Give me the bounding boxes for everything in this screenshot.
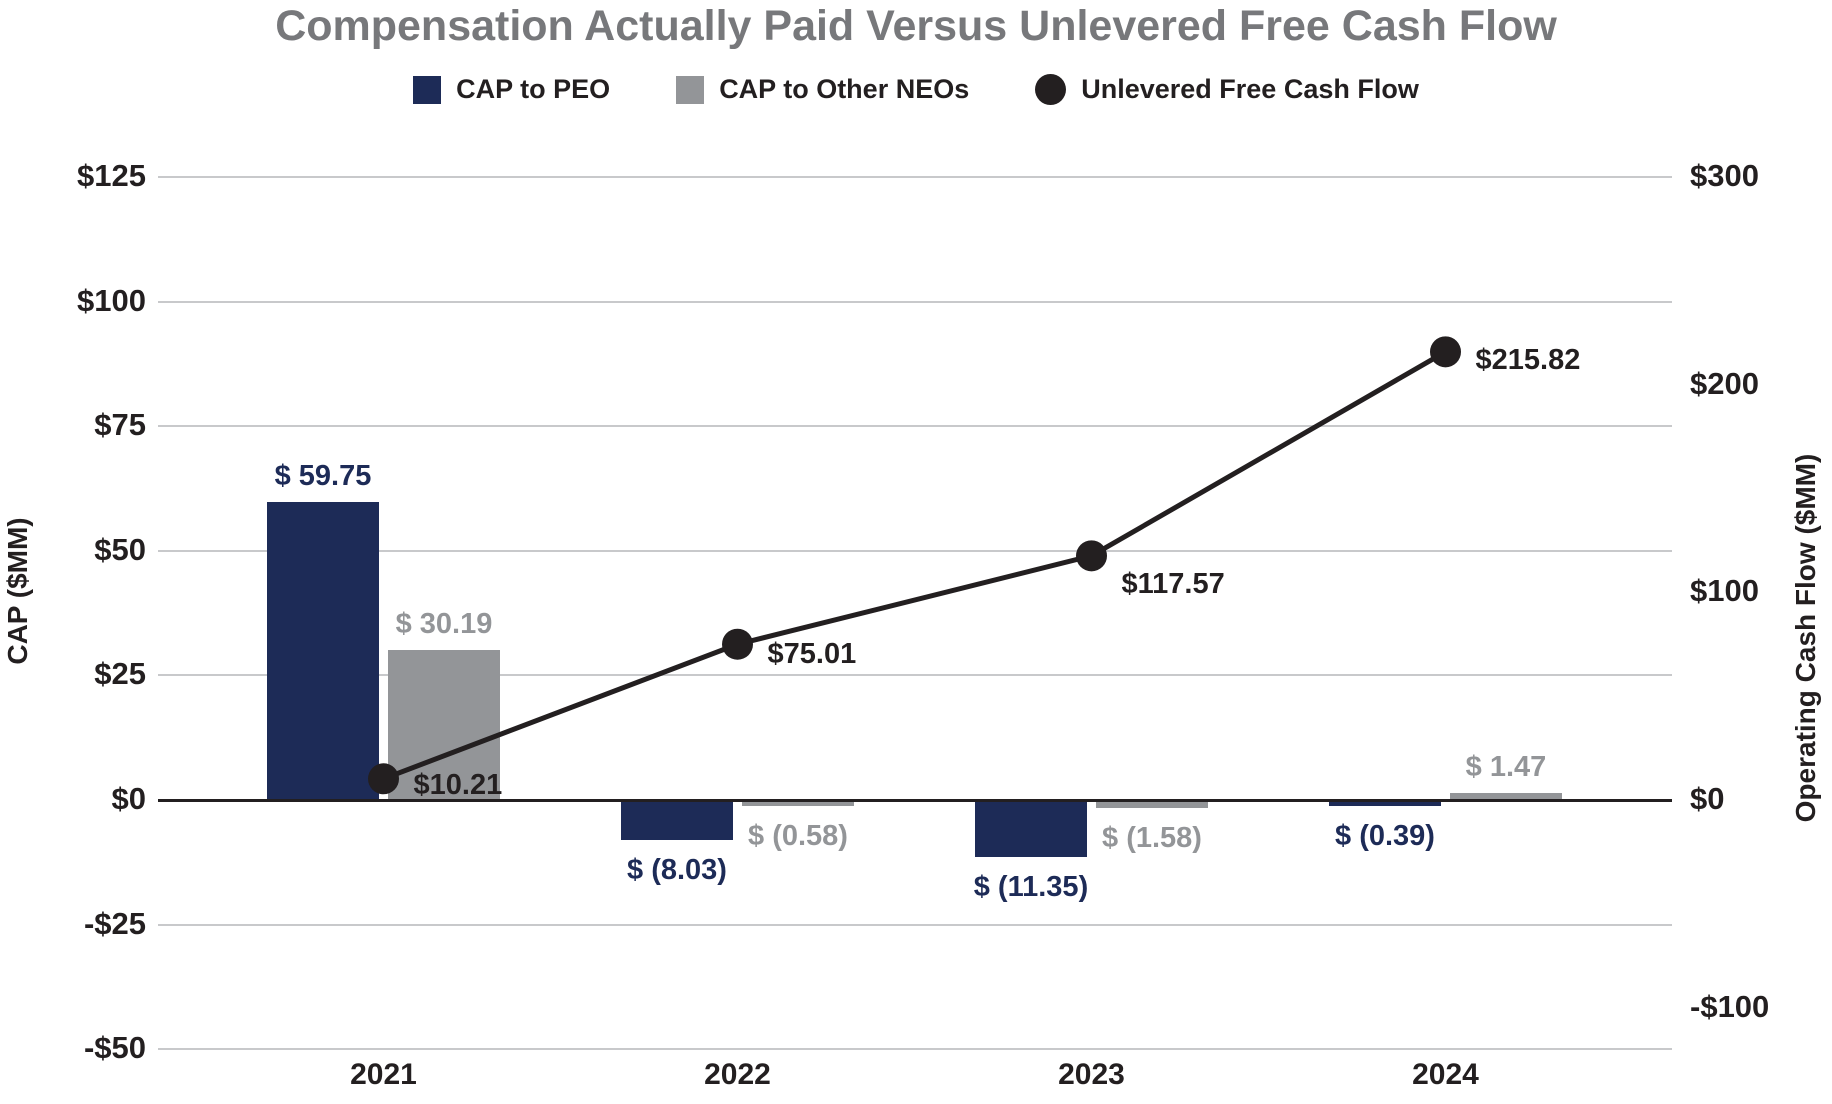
gridline <box>158 674 1672 677</box>
year-label-2024: 2024 <box>1412 1058 1479 1091</box>
bar-data-label: $ (11.35) <box>973 870 1089 903</box>
legend-item-cap-to-peo: CAP to PEO <box>413 74 610 105</box>
legend-item-unlevered-free-cash-flow: Unlevered Free Cash Flow <box>1035 74 1419 105</box>
year-label-2022: 2022 <box>704 1058 771 1091</box>
line-point-2021 <box>368 763 399 795</box>
chart-title: Compensation Actually Paid Versus Unleve… <box>275 2 1557 50</box>
right-axis-tick-label: $200 <box>1690 365 1759 401</box>
right-axis-title: Operating Cash Flow ($MM) <box>1790 453 1821 823</box>
line-point-2023 <box>1076 540 1107 572</box>
bar-cap-to-other-neos-2024 <box>1450 792 1562 800</box>
left-axis-tick-label: $25 <box>94 656 146 692</box>
bar-cap-to-peo-2024 <box>1329 800 1441 806</box>
left-axis-title: CAP ($MM) <box>2 517 33 665</box>
line-point-2022 <box>722 628 753 660</box>
right-axis-tick-label: $300 <box>1690 158 1759 193</box>
left-axis-tick-label: -$25 <box>83 905 146 941</box>
year-label-2021: 2021 <box>350 1058 417 1091</box>
year-label-2023: 2023 <box>1058 1058 1125 1091</box>
left-axis-tick-label: $125 <box>77 158 146 193</box>
left-axis-tick-label: $75 <box>94 407 146 443</box>
black-circle-icon <box>1035 74 1067 105</box>
right-axis-tick-label: $100 <box>1690 573 1759 609</box>
bar-cap-to-other-neos-2023 <box>1096 800 1208 808</box>
line-point-label: $75.01 <box>767 637 857 670</box>
bar-data-label: $ (8.03) <box>627 854 727 887</box>
right-axis-tick-label: -$100 <box>1690 988 1770 1024</box>
bar-cap-to-peo-2021 <box>267 502 379 800</box>
gridline <box>158 300 1672 303</box>
bar-data-label: $ (0.39) <box>1335 820 1435 852</box>
left-axis-tick-label: $0 <box>111 781 146 816</box>
bar-cap-to-peo-2022 <box>621 800 733 841</box>
legend-item-cap-to-other-neos: CAP to Other NEOs <box>676 74 969 105</box>
bar-data-label: $ 30.19 <box>395 607 493 640</box>
line-point-label: $117.57 <box>1121 568 1225 601</box>
bar-cap-to-other-neos-2022 <box>742 800 854 806</box>
line-point-2024 <box>1430 336 1461 368</box>
gray-square-icon <box>676 75 705 104</box>
legend: CAP to PEO CAP to Other NEOs Unlevered F… <box>0 74 1832 105</box>
gridline <box>158 549 1672 552</box>
bar-cap-to-other-neos-2021 <box>388 649 500 800</box>
legend-label: CAP to Other NEOs <box>719 74 970 104</box>
navy-square-icon <box>413 75 442 104</box>
gridline <box>158 923 1672 926</box>
line-point-label: $215.82 <box>1475 344 1581 377</box>
bar-data-label: $ 1.47 <box>1465 750 1547 783</box>
bar-data-label: $ (1.58) <box>1102 821 1202 854</box>
legend-label: Unlevered Free Cash Flow <box>1081 74 1419 104</box>
legend-label: CAP to PEO <box>456 74 611 104</box>
gridline <box>158 176 1672 178</box>
left-axis-tick-label: $50 <box>94 531 146 567</box>
zero-line <box>158 798 1672 802</box>
left-axis-tick-label: -$50 <box>83 1030 146 1066</box>
line-point-label: $10.21 <box>413 769 503 802</box>
line-path <box>382 349 1447 782</box>
bar-cap-to-peo-2023 <box>975 800 1087 857</box>
gridline <box>158 1048 1672 1051</box>
left-axis-tick-label: $100 <box>77 282 146 318</box>
bar-data-label: $ (0.58) <box>748 820 848 852</box>
right-axis-tick-label: $0 <box>1690 781 1725 816</box>
bar-data-label: $ 59.75 <box>274 460 372 493</box>
gridline <box>158 425 1672 428</box>
